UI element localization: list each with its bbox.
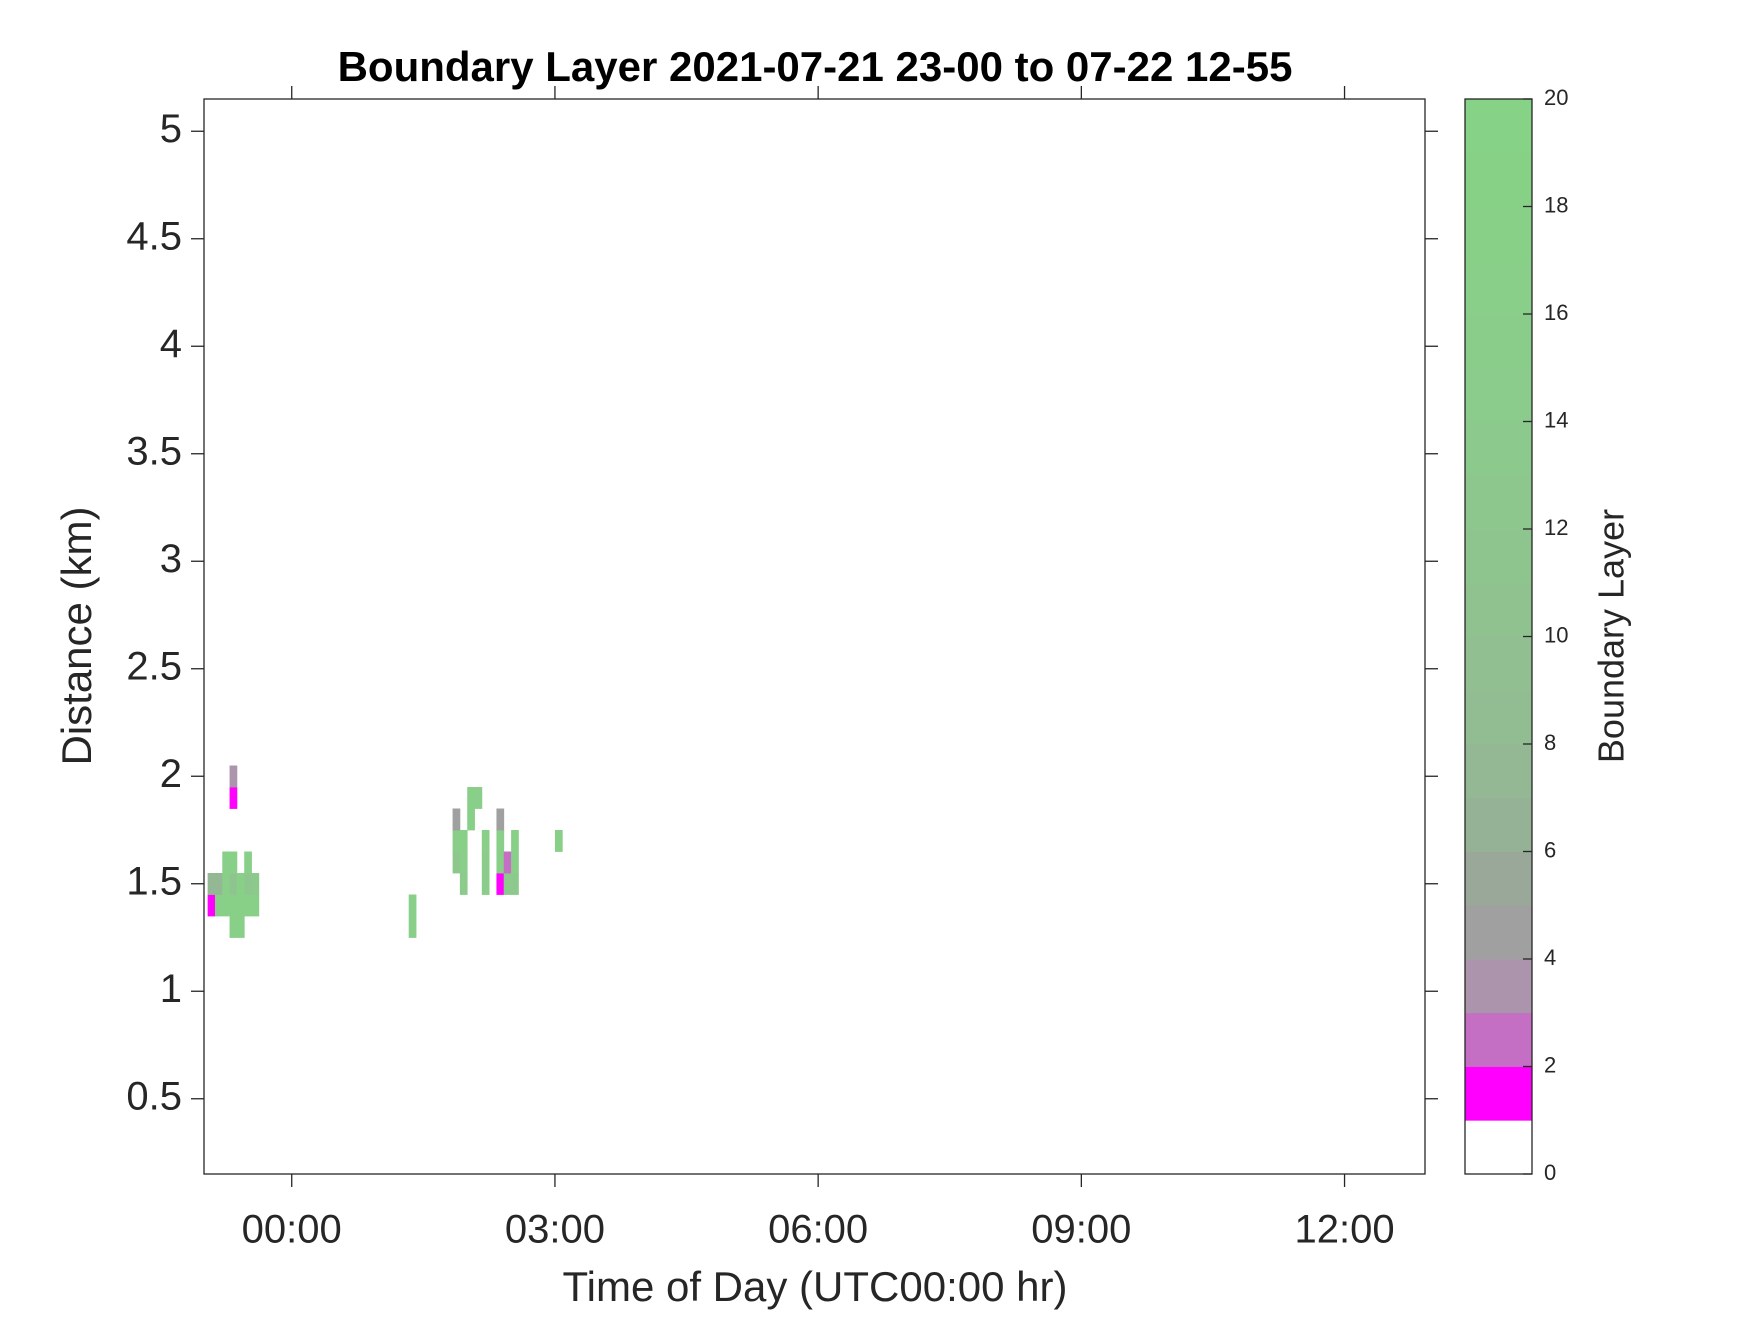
heatmap-cell bbox=[496, 808, 505, 831]
heatmap-cell bbox=[459, 830, 468, 852]
colorbar-band bbox=[1465, 851, 1532, 906]
heatmap-cell bbox=[222, 873, 230, 895]
colorbar-band bbox=[1465, 636, 1532, 691]
heatmap-cell bbox=[474, 787, 483, 809]
colorbar-band bbox=[1465, 744, 1532, 799]
heatmap-cell bbox=[244, 873, 252, 895]
heatmap-cell bbox=[408, 894, 417, 917]
y-tick-label: 0.5 bbox=[126, 1074, 182, 1118]
heatmap-cell bbox=[467, 808, 475, 831]
heatmap-cell bbox=[481, 851, 490, 874]
heatmap-cell bbox=[214, 873, 223, 895]
x-tick-label: 00:00 bbox=[242, 1208, 342, 1252]
heatmap-cell bbox=[251, 894, 260, 917]
heatmap-cell bbox=[496, 830, 505, 852]
heatmap-cell bbox=[244, 894, 252, 917]
y-tick-label: 3 bbox=[160, 537, 182, 581]
colorbar-tick-label: 20 bbox=[1544, 85, 1568, 110]
x-axis-label: Time of Day (UTC00:00 hr) bbox=[563, 1263, 1068, 1310]
y-tick-label: 2.5 bbox=[126, 644, 182, 688]
heatmap-cell bbox=[452, 808, 461, 831]
y-tick-label: 4.5 bbox=[126, 214, 182, 258]
colorbar-tick-label: 10 bbox=[1544, 622, 1568, 647]
chart-title: Boundary Layer 2021-07-21 23-00 to 07-22… bbox=[338, 43, 1293, 90]
colorbar-band bbox=[1465, 582, 1532, 637]
colorbar-band bbox=[1465, 367, 1532, 422]
heatmap-cell bbox=[229, 765, 238, 788]
colorbar-tick-label: 6 bbox=[1544, 837, 1556, 862]
colorbar-band bbox=[1465, 206, 1532, 261]
colorbar-band bbox=[1465, 475, 1532, 530]
y-axis-label: Distance (km) bbox=[53, 506, 100, 765]
heatmap-cell bbox=[214, 894, 223, 917]
heatmap-cell bbox=[503, 873, 512, 895]
x-tick-label: 06:00 bbox=[768, 1208, 868, 1252]
x-tick-label: 12:00 bbox=[1294, 1208, 1394, 1252]
y-tick-label: 1 bbox=[160, 967, 182, 1011]
colorbar-tick-label: 2 bbox=[1544, 1052, 1556, 1077]
heatmap-cell bbox=[229, 787, 238, 809]
heatmap-cell bbox=[236, 894, 245, 917]
colorbar-band bbox=[1465, 421, 1532, 476]
heatmap-cell bbox=[452, 851, 461, 874]
colorbar-tick-label: 14 bbox=[1544, 407, 1568, 432]
colorbar-band bbox=[1465, 99, 1532, 154]
colorbar-tick-label: 18 bbox=[1544, 192, 1568, 217]
heatmap-cell bbox=[459, 851, 468, 874]
heatmap-cell bbox=[511, 873, 519, 895]
colorbar-band bbox=[1465, 690, 1532, 745]
heatmap-cell bbox=[408, 916, 417, 938]
heatmap-cell bbox=[236, 916, 245, 938]
heatmap-cell bbox=[481, 873, 490, 895]
x-tick-label: 09:00 bbox=[1031, 1208, 1131, 1252]
heatmap-cell bbox=[511, 851, 519, 874]
y-tick-label: 1.5 bbox=[126, 859, 182, 903]
colorbar-tick-label: 0 bbox=[1544, 1160, 1556, 1185]
heatmap-cell bbox=[207, 894, 216, 917]
colorbar-band bbox=[1465, 529, 1532, 584]
y-tick-label: 3.5 bbox=[126, 429, 182, 473]
colorbar-band bbox=[1465, 959, 1532, 1014]
colorbar-tick-label: 8 bbox=[1544, 730, 1556, 755]
heatmap-cell bbox=[496, 873, 505, 895]
colorbar-band bbox=[1465, 905, 1532, 960]
plot-frame bbox=[203, 98, 1426, 1175]
heatmap-cell bbox=[229, 873, 238, 895]
y-tick-label: 4 bbox=[160, 322, 182, 366]
heatmap-cell bbox=[229, 894, 238, 917]
colorbar-band bbox=[1465, 1120, 1532, 1175]
colorbar-tick-label: 12 bbox=[1544, 515, 1568, 540]
colorbar-band bbox=[1465, 1012, 1532, 1067]
heatmap-cell bbox=[467, 787, 475, 809]
heatmap-cell bbox=[251, 873, 260, 895]
heatmap-cell bbox=[503, 851, 512, 874]
colorbar-band bbox=[1465, 797, 1532, 852]
colorbar-tick-label: 16 bbox=[1544, 300, 1568, 325]
x-tick-label: 03:00 bbox=[505, 1208, 605, 1252]
heatmap-cell bbox=[452, 830, 461, 852]
heatmap-cell bbox=[481, 830, 490, 852]
heatmap-cell bbox=[229, 916, 238, 938]
heatmap-cell bbox=[236, 873, 245, 895]
heatmap-cell bbox=[511, 830, 519, 852]
heatmap-cell bbox=[244, 851, 252, 874]
colorbar-band bbox=[1465, 260, 1532, 315]
heatmap-cell bbox=[554, 830, 563, 852]
colorbar-band bbox=[1465, 314, 1532, 369]
heatmap-cell bbox=[459, 873, 468, 895]
colorbar-label: Boundary Layer bbox=[1591, 509, 1632, 763]
heatmap-cell bbox=[229, 851, 238, 874]
heatmap-cell bbox=[207, 873, 216, 895]
heatmap-cell bbox=[496, 851, 505, 874]
colorbar-band bbox=[1465, 1066, 1532, 1121]
heatmap-cell bbox=[222, 894, 230, 917]
y-tick-label: 2 bbox=[160, 752, 182, 796]
heatmap-cell bbox=[222, 851, 230, 874]
colorbar-tick-label: 4 bbox=[1544, 945, 1556, 970]
y-tick-label: 5 bbox=[160, 107, 182, 151]
colorbar-band bbox=[1465, 152, 1532, 207]
